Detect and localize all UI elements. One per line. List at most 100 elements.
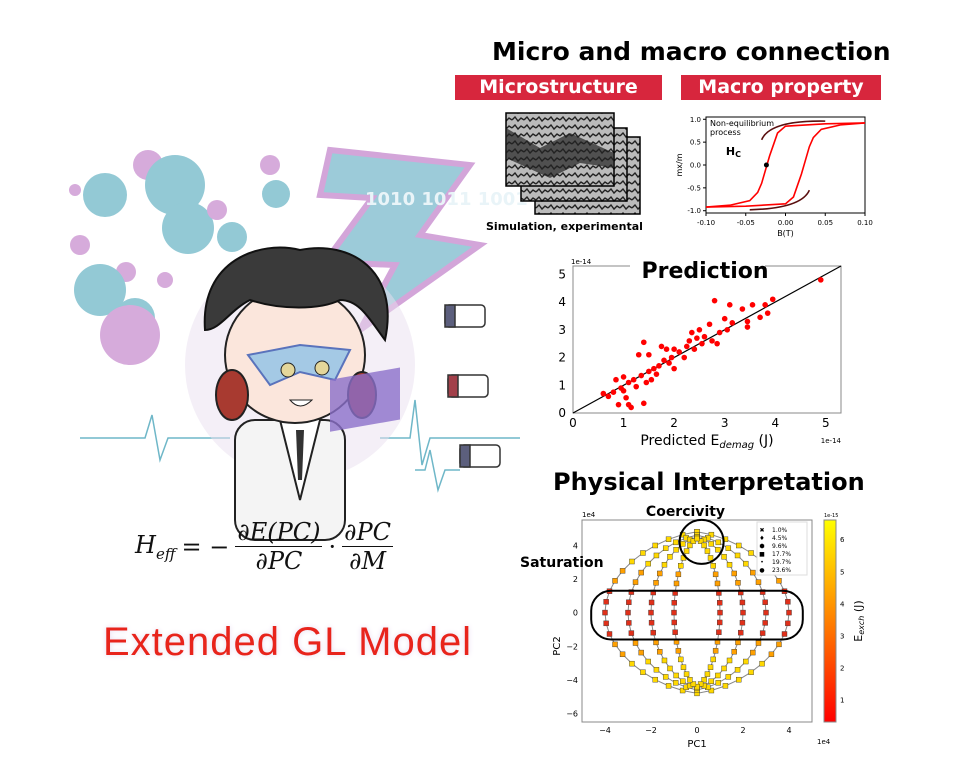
colorbar: [823, 519, 837, 723]
trajectory-marker: [708, 531, 715, 538]
microstructure-label: Microstructure: [455, 75, 662, 100]
trajectory-marker: [740, 609, 746, 616]
scientist-character: [185, 246, 415, 541]
trajectory-marker: [679, 687, 686, 694]
trajectory-marker: [687, 542, 693, 549]
page-title: Micro and macro connection: [492, 37, 891, 66]
x-axis-label: PC1: [687, 739, 706, 750]
trajectory-marker: [650, 629, 656, 636]
trajectory-marker: [667, 665, 673, 672]
pca-chart: −4 −2 0 2 4 −6 −4 −2 0 2 4 Coercivity Saturation 1e4 1…: [520, 504, 866, 750]
y-tick-label: 1: [558, 378, 566, 392]
legend-marker-diamond-icon: ♦: [759, 535, 764, 542]
y-tick-label: -1.0: [687, 207, 701, 215]
data-point: [739, 306, 746, 312]
y-tick-label: 4: [573, 541, 578, 550]
macro-property-label: Macro property: [681, 75, 881, 100]
trajectory-marker: [743, 658, 749, 665]
trajectory-marker: [743, 560, 749, 567]
data-point: [724, 326, 731, 333]
data-point: [749, 302, 756, 308]
trajectory-marker: [657, 570, 663, 577]
legend-label: 17.7%: [772, 551, 791, 558]
trajectory-marker: [712, 648, 719, 654]
data-point: [605, 393, 612, 400]
y-tick-label: 2: [573, 575, 578, 584]
trajectory-marker: [619, 568, 626, 574]
trajectory-marker: [672, 539, 679, 546]
y-tick-label: 3: [558, 323, 566, 337]
trajectory-marker: [701, 542, 707, 549]
data-point: [683, 343, 690, 350]
prediction-chart: 0 1 2 3 4 5 0 1 2 3 4 5 Prediction 1e-14 1e-14 Predicte…: [558, 256, 842, 451]
coercivity-label: Coercivity: [646, 504, 725, 520]
data-point: [640, 339, 647, 346]
y-tick-label: 5: [558, 267, 566, 281]
trajectory-marker: [759, 630, 766, 636]
trajectory-marker: [690, 681, 697, 687]
trajectory-marker: [672, 680, 679, 686]
x-tick-label: 0.05: [817, 219, 833, 227]
trajectory-marker: [734, 667, 741, 673]
trajectory-marker: [629, 558, 635, 565]
trajectory-marker: [736, 676, 742, 683]
data-point: [694, 335, 700, 341]
vials: [444, 304, 501, 468]
trajectory-marker: [708, 678, 714, 684]
trajectory-marker: [725, 674, 732, 680]
data-point: [714, 340, 720, 347]
trajectory-marker: [739, 599, 746, 606]
data-point: [709, 338, 715, 344]
trajectory-marker: [661, 562, 668, 568]
physical-interpretation-title: Physical Interpretation: [553, 468, 865, 496]
data-point: [726, 302, 733, 308]
reference-line: [572, 265, 842, 414]
data-point: [721, 315, 728, 322]
trajectory-marker: [603, 599, 609, 605]
trajectory-marker: [662, 545, 669, 551]
data-point: [661, 357, 667, 364]
trajectory-marker: [653, 667, 660, 673]
data-point: [651, 365, 657, 372]
trajectory-marker: [776, 641, 782, 648]
y-tick-label: 0.0: [690, 162, 701, 170]
x-tick-label: 0.10: [857, 219, 873, 227]
trajectory-marker: [731, 649, 737, 655]
trajectory-marker: [653, 580, 659, 586]
trajectory-marker: [721, 665, 727, 672]
trajectory-marker: [707, 555, 714, 561]
x-tick-label: −4: [599, 726, 611, 735]
trajectory-marker: [701, 677, 707, 683]
trajectory-marker: [715, 539, 722, 546]
data-point: [658, 343, 665, 350]
trajectory-marker: [748, 550, 754, 556]
x-tick-label: -0.10: [697, 219, 715, 227]
trajectory-marker: [645, 658, 651, 665]
legend-label: 19.7%: [772, 559, 791, 566]
colorbar-tick-label: 4: [840, 600, 845, 608]
trajectory-marker: [672, 629, 678, 635]
trajectory-marker: [680, 664, 687, 670]
trajectory-marker: [776, 578, 782, 584]
trajectory-marker: [704, 548, 711, 554]
trajectory-marker: [785, 599, 791, 605]
y-tick-label: −4: [566, 676, 578, 685]
eq-dot: ·: [328, 532, 337, 561]
legend-label: 23.6%: [772, 567, 791, 574]
x-tick-label: −2: [645, 726, 657, 735]
data-point: [635, 351, 642, 358]
trajectory-marker: [708, 541, 714, 547]
trajectory-marker: [762, 599, 768, 605]
trajectory-marker: [759, 660, 765, 667]
data-point: [628, 404, 634, 411]
trajectory-marker: [750, 569, 756, 576]
data-point: [706, 321, 713, 328]
colorbar-offset-label: 1e-15: [824, 513, 838, 519]
data-point: [646, 351, 652, 358]
trajectory-marker: [648, 609, 654, 616]
trajectory-marker: [785, 620, 791, 627]
y-offset-label: 1e4: [582, 511, 596, 519]
trajectory-marker: [712, 571, 719, 578]
x-tick-label: 4: [771, 416, 779, 430]
